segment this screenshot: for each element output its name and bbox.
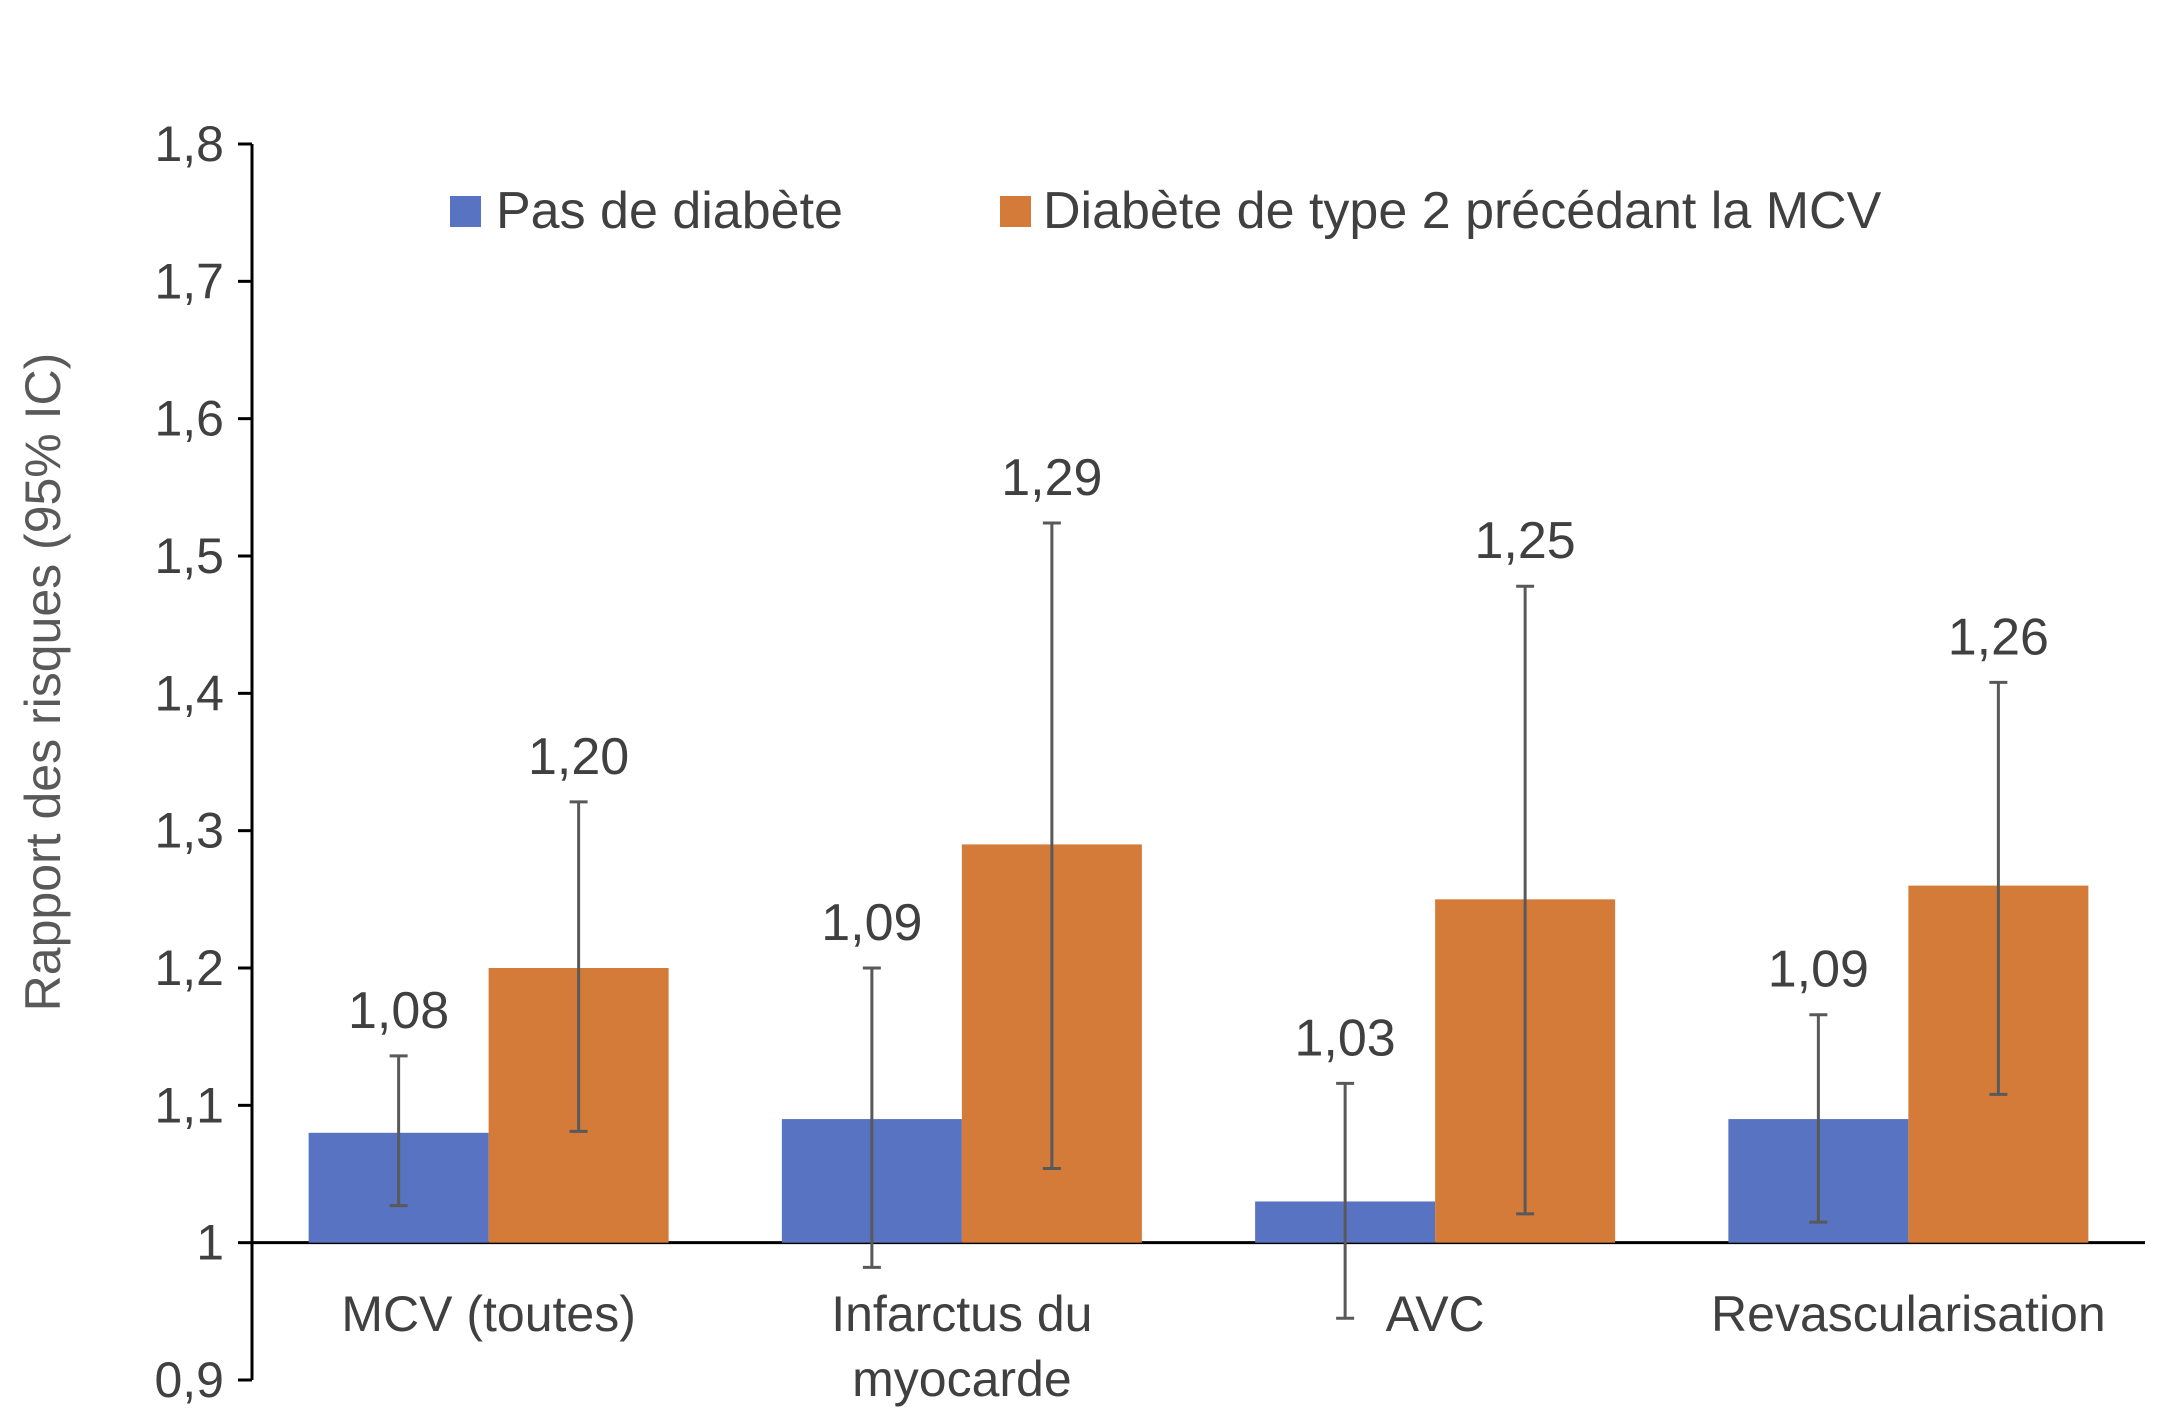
x-category-label: AVC: [1386, 1286, 1485, 1342]
y-tick-label: 1,5: [154, 528, 224, 584]
data-label: 1,08: [348, 982, 449, 1040]
legend-swatch-pas-de-diabete: [450, 196, 481, 227]
error-bars: [389, 521, 2008, 1320]
legend-label-diabete-type-2: Diabète de type 2 précédant la MCV: [1043, 182, 1882, 240]
legend-swatch-diabete-type-2: [1000, 196, 1031, 227]
legend-label-pas-de-diabete: Pas de diabète: [496, 182, 843, 240]
y-tick-label: 1: [196, 1215, 224, 1271]
y-tick-label: 1,2: [154, 940, 224, 996]
data-label: 1,09: [821, 894, 922, 952]
data-label: 1,03: [1295, 1009, 1396, 1067]
data-label: 1,26: [1948, 608, 2049, 666]
x-category-label: Infarctus du: [831, 1286, 1092, 1342]
y-tick-label: 1,3: [154, 803, 224, 859]
y-tick-label: 1,4: [154, 665, 224, 721]
y-axis-title: Rapport des risques (95% IC): [15, 353, 71, 1012]
data-label: 1,25: [1475, 512, 1576, 570]
x-category-label: myocarde: [852, 1351, 1072, 1407]
data-label: 1,09: [1768, 941, 1869, 999]
y-tick-label: 1,6: [154, 391, 224, 447]
bars: [308, 844, 2089, 1243]
legend: Pas de diabète Diabète de type 2 précéda…: [450, 182, 1882, 240]
x-category-label: MCV (toutes): [341, 1286, 636, 1342]
y-tick-label: 1,1: [154, 1077, 224, 1133]
y-tick-label: 1,8: [154, 116, 224, 172]
data-label: 1,20: [528, 728, 629, 786]
y-tick-label: 0,9: [154, 1352, 224, 1408]
labels: 1,08 1,20 MCV (toutes) 1,09 1,29 Infarctus du…: [341, 449, 2105, 1407]
data-label: 1,29: [1001, 449, 1102, 507]
y-tick-label: 1,7: [154, 253, 224, 309]
x-category-label: Revascularisation: [1711, 1286, 2106, 1342]
